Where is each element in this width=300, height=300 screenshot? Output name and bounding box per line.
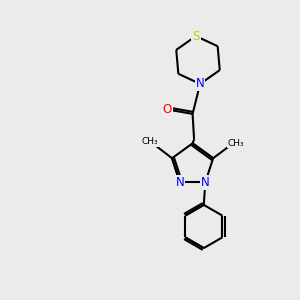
Text: CH₃: CH₃ — [227, 139, 244, 148]
Text: CH₃: CH₃ — [141, 137, 158, 146]
Text: N: N — [176, 176, 184, 189]
Text: N: N — [196, 77, 205, 90]
Text: O: O — [163, 103, 172, 116]
Text: N: N — [201, 176, 210, 189]
Text: S: S — [192, 30, 200, 43]
